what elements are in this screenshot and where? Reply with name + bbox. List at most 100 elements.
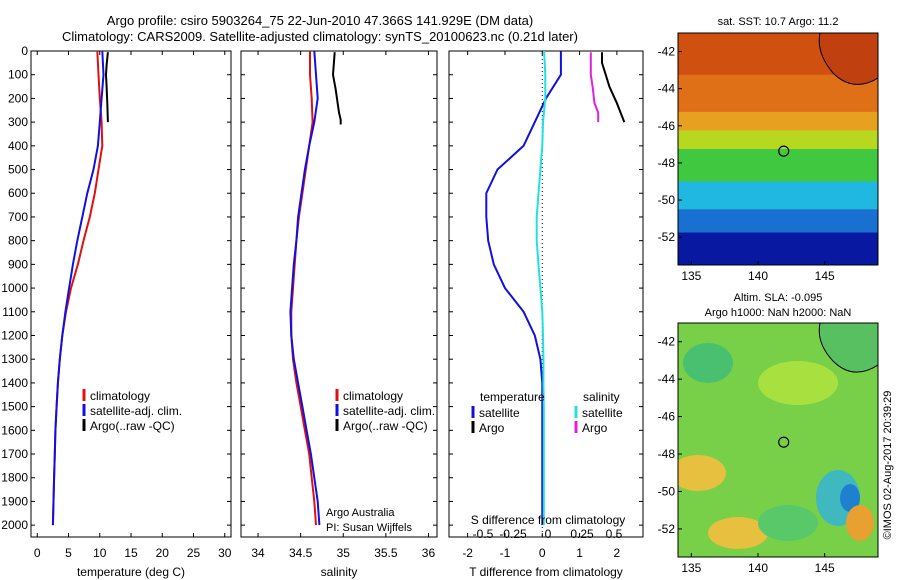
depth-tick-label: 1900 xyxy=(1,494,28,508)
depth-tick-label: 400 xyxy=(8,139,28,153)
diff-legend-label: satellite xyxy=(479,406,520,420)
salinity-diff-tick-label: -0.25 xyxy=(499,527,527,541)
sla-map-xtick-label: 140 xyxy=(748,561,768,575)
depth-tick-label: 300 xyxy=(8,115,28,129)
temperature-xlabel: temperature (deg C) xyxy=(77,565,185,579)
temperature-legend-label: climatology xyxy=(90,389,150,403)
sst-map-heatmap xyxy=(678,33,878,265)
sla-map-title: Altim. SLA: -0.095 xyxy=(734,292,823,304)
sla-map-argo-marker xyxy=(778,436,790,448)
salinity-legend-label: satellite-adj. clim. xyxy=(343,404,435,418)
salinity-xtick-label: 36 xyxy=(422,546,436,560)
depth-tick-label: 700 xyxy=(8,210,28,224)
sst-map-argo-marker xyxy=(778,145,790,157)
salinity-difference-xlabel: S difference from climatology xyxy=(471,513,626,527)
sla-map-subtitle: Argo h1000: NaN h2000: NaN xyxy=(705,307,852,319)
difference-series-argo-salinity xyxy=(589,52,600,123)
imos-stamp: ©IMOS 02-Aug-2017 20:39:29 xyxy=(882,391,894,540)
difference-series-satellite-salinity xyxy=(535,50,547,526)
salinity-xtick-label: 34.5 xyxy=(289,546,313,560)
sla-anomaly-blob xyxy=(840,484,860,512)
sla-anomaly-blob xyxy=(708,517,768,549)
temperature-xtick-label: 20 xyxy=(156,546,170,560)
sla-map-ytick-label: -42 xyxy=(658,335,676,349)
diff-legend-title-temperature: temperature xyxy=(480,390,545,404)
salinity-axes-box xyxy=(240,50,438,538)
sst-map-title: sat. SST: 10.7 Argo: 11.2 xyxy=(718,16,839,28)
salinity-xtick-label: 35.5 xyxy=(374,546,398,560)
diff-legend-label: Argo xyxy=(479,421,505,435)
diff-legend-label: satellite xyxy=(582,406,623,420)
salinity-legend-label: climatology xyxy=(343,389,403,403)
sla-map-ytick-label: -52 xyxy=(658,522,676,536)
sst-map-ytick-label: -46 xyxy=(658,119,676,133)
diff-legend-label: Argo xyxy=(582,421,608,435)
depth-tick-label: 500 xyxy=(8,163,28,177)
header-title-2: Climatology: CARS2009. Satellite-adjuste… xyxy=(62,29,578,44)
sst-map-frame xyxy=(677,32,879,266)
annotation-pi: PI: Susan Wijffels xyxy=(326,522,412,534)
temperature-series-argorawqc xyxy=(104,52,109,123)
difference-xtick-label: -2 xyxy=(462,546,473,560)
salinity-series-argorawqc xyxy=(331,52,342,125)
salinity-diff-tick-label: -0.5 xyxy=(473,527,494,541)
difference-xtick-label: 0 xyxy=(539,546,546,560)
sla-map-ytick-label: -44 xyxy=(658,372,676,386)
temperature-xtick-label: 5 xyxy=(65,546,72,560)
depth-tick-label: 1000 xyxy=(1,281,28,295)
sst-map-ytick-label: -48 xyxy=(658,156,676,170)
sla-anomaly-blob xyxy=(846,505,874,541)
sst-map-ytick-label: -50 xyxy=(658,193,676,207)
sst-color-band xyxy=(678,149,878,183)
header-title-1: Argo profile: csiro 5903264_75 22-Jun-20… xyxy=(106,13,534,28)
depth-tick-label: 100 xyxy=(8,68,28,82)
salinity-legend-label: Argo(..raw -QC) xyxy=(343,419,428,433)
difference-xlabel: T difference from climatology xyxy=(469,565,623,579)
depth-tick-label: 1200 xyxy=(1,328,28,342)
depth-tick-label: 200 xyxy=(8,91,28,105)
sst-color-band xyxy=(678,232,878,265)
sst-color-band xyxy=(678,130,878,150)
sla-map-heatmap xyxy=(678,323,878,557)
difference-series-satellite-temperature xyxy=(485,51,562,526)
salinity-xlabel: salinity xyxy=(321,565,358,579)
depth-tick-label: 1800 xyxy=(1,471,28,485)
tasmania-land xyxy=(818,323,878,373)
temperature-axes-box xyxy=(30,50,232,538)
depth-tick-label: 1700 xyxy=(1,447,28,461)
sla-map-ytick-label: -48 xyxy=(658,447,676,461)
temperature-legend-label: satellite-adj. clim. xyxy=(90,404,182,418)
sla-map-xtick-label: 135 xyxy=(681,561,701,575)
salinity-diff-tick-label: 0 xyxy=(545,527,552,541)
tasmania-land xyxy=(818,33,878,85)
depth-tick-label: 1100 xyxy=(2,305,28,319)
depth-tick-label: 1400 xyxy=(1,376,28,390)
depth-tick-label: 1600 xyxy=(1,423,28,437)
temperature-xtick-label: 10 xyxy=(93,546,107,560)
temperature-series-satelliteadjclim xyxy=(51,50,105,526)
sst-color-band xyxy=(678,209,878,234)
salinity-diff-tick-label: 0.25 xyxy=(570,527,594,541)
sla-anomaly-blob xyxy=(758,505,818,541)
difference-series-argo-temperature xyxy=(601,52,626,123)
depth-tick-label: 800 xyxy=(8,234,28,248)
sst-color-band xyxy=(678,111,878,132)
difference-xtick-label: -1 xyxy=(500,546,511,560)
depth-tick-label: 2000 xyxy=(1,518,28,532)
depth-tick-label: 900 xyxy=(8,257,28,271)
salinity-xtick-label: 35 xyxy=(337,546,351,560)
sla-map-ytick-label: -50 xyxy=(658,484,676,498)
sla-map-frame xyxy=(677,322,879,558)
sst-map-ytick-label: -42 xyxy=(658,45,676,59)
sla-anomaly-blob xyxy=(683,343,733,383)
sla-map-ytick-label: -46 xyxy=(658,410,676,424)
salinity-series-satelliteadjclim xyxy=(289,50,321,526)
annotation-argo-australia: Argo Australia xyxy=(326,507,395,519)
sla-anomaly-blob xyxy=(678,455,726,491)
temperature-xtick-label: 25 xyxy=(187,546,201,560)
temperature-legend-label: Argo(..raw -QC) xyxy=(90,419,175,433)
sla-anomaly-blob xyxy=(758,361,838,405)
temperature-xtick-label: 0 xyxy=(34,546,41,560)
sst-color-band xyxy=(678,181,878,211)
